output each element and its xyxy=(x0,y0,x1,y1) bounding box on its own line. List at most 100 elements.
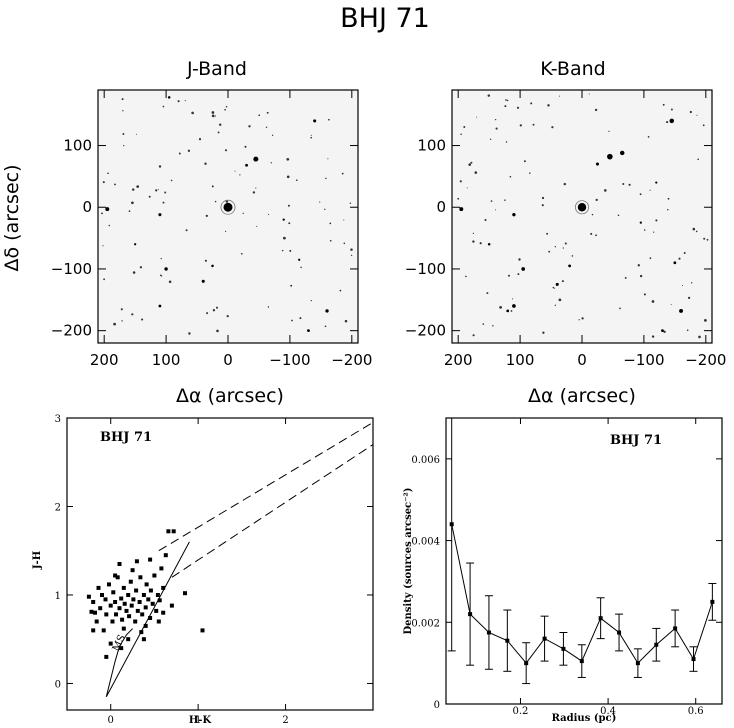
faint-star xyxy=(135,133,137,135)
faint-star xyxy=(495,127,498,130)
faint-star xyxy=(136,185,140,188)
faint-star xyxy=(590,232,593,235)
ccd-point xyxy=(107,582,111,587)
k-band-stars xyxy=(457,93,709,339)
faint-star xyxy=(666,121,669,124)
ccd-point xyxy=(91,628,96,633)
star xyxy=(661,329,664,333)
faint-star xyxy=(529,172,531,174)
faint-star xyxy=(234,170,236,172)
star xyxy=(298,258,301,261)
faint-star xyxy=(350,254,353,257)
density-content xyxy=(447,417,717,685)
star xyxy=(607,153,613,160)
faint-star xyxy=(667,197,670,200)
faint-star xyxy=(647,136,650,138)
faint-star xyxy=(218,123,222,126)
j-band-panel: J-Band 200 100 0 −100 −200 100 0 −100 −200 Δα (a… xyxy=(1,58,372,407)
faint-star xyxy=(211,111,215,114)
faint-star xyxy=(482,323,485,325)
k-band-title: K-Band xyxy=(540,58,605,80)
ccd-point xyxy=(89,609,94,614)
ccd-point xyxy=(141,593,146,597)
faint-star xyxy=(687,296,691,300)
faint-star xyxy=(255,187,257,189)
faint-star xyxy=(121,98,124,101)
faint-star xyxy=(696,114,698,116)
faint-star xyxy=(702,124,705,127)
star xyxy=(595,162,600,166)
faint-star xyxy=(319,201,321,203)
faint-star xyxy=(692,227,696,231)
ccd-point xyxy=(159,566,164,571)
faint-star xyxy=(270,162,272,164)
star-halo xyxy=(220,199,236,215)
faint-star xyxy=(689,110,692,114)
faint-star xyxy=(468,163,472,166)
faint-star xyxy=(291,319,293,322)
faint-star xyxy=(479,242,482,245)
faint-star xyxy=(639,193,642,196)
faint-star xyxy=(554,246,557,248)
faint-star xyxy=(328,118,330,121)
density-point xyxy=(505,638,510,643)
faint-star xyxy=(504,199,506,201)
density-ylabel: Density (sources arcsec⁻²) xyxy=(403,487,414,634)
faint-star xyxy=(349,202,352,204)
main-sequence-curve xyxy=(105,628,133,697)
faint-star xyxy=(667,208,669,211)
ccd-frame xyxy=(66,417,374,711)
faint-star xyxy=(523,160,526,163)
ccd-point xyxy=(135,608,140,613)
faint-star xyxy=(214,115,217,117)
faint-star xyxy=(101,212,103,215)
faint-star xyxy=(581,317,584,320)
faint-star xyxy=(604,189,607,192)
faint-star xyxy=(310,136,313,139)
density-point xyxy=(524,661,529,666)
faint-star xyxy=(258,114,261,117)
ccd-point xyxy=(150,601,155,606)
density-point xyxy=(673,626,678,631)
star xyxy=(253,156,259,162)
ccd-point xyxy=(122,601,127,606)
faint-star xyxy=(162,201,165,204)
ccd-point xyxy=(98,606,103,611)
faint-star xyxy=(558,298,562,302)
faint-star xyxy=(678,257,681,260)
faint-star xyxy=(548,250,551,253)
ccd-point xyxy=(148,557,153,562)
faint-star xyxy=(704,319,707,322)
faint-star xyxy=(494,118,497,121)
faint-star xyxy=(463,126,466,128)
faint-star xyxy=(122,110,124,112)
faint-star xyxy=(350,248,353,251)
faint-star xyxy=(211,114,215,118)
x-tick-label: 100 xyxy=(506,351,535,369)
faint-star xyxy=(215,306,219,309)
x-tick-label: 0 xyxy=(577,351,587,369)
x-tick-label: 0.4 xyxy=(600,706,616,717)
faint-star xyxy=(343,242,346,245)
faint-star xyxy=(295,179,298,182)
faint-star xyxy=(594,108,598,112)
ccd-point xyxy=(169,603,174,608)
ccd-point xyxy=(166,529,171,534)
faint-star xyxy=(472,240,475,243)
ccd-point xyxy=(121,626,126,631)
faint-star xyxy=(290,284,293,287)
ccd-ticks: 0 1 2 0 1 2 3 xyxy=(55,414,373,726)
ccd-point xyxy=(119,596,124,601)
ccd-point xyxy=(124,608,129,613)
faint-star xyxy=(310,134,312,136)
faint-star xyxy=(204,259,207,262)
faint-star xyxy=(139,266,143,269)
ccd-point xyxy=(108,641,113,646)
faint-star xyxy=(486,292,489,295)
faint-star xyxy=(504,105,507,108)
faint-star xyxy=(561,280,564,283)
star xyxy=(512,212,516,217)
faint-star xyxy=(637,264,640,267)
faint-star xyxy=(299,317,302,320)
